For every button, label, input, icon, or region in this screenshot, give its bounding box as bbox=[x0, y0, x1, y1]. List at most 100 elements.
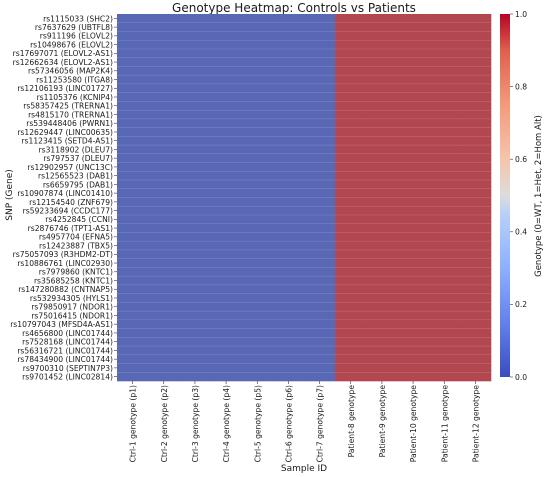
heatmap-cell bbox=[335, 48, 367, 58]
x-tick-label: Ctrl-7 genotype (p7) bbox=[316, 385, 325, 462]
heatmap-cell bbox=[335, 14, 367, 24]
heatmap-cell bbox=[210, 197, 242, 207]
heatmap-cell bbox=[117, 354, 149, 364]
heatmap-cell bbox=[210, 337, 242, 347]
heatmap-cell bbox=[335, 188, 367, 198]
heatmap-cell bbox=[210, 136, 242, 146]
y-tick-label: rs911196 (ELOVL2) bbox=[40, 32, 113, 41]
heatmap-cell bbox=[428, 346, 461, 356]
y-tick-label: rs1105376 (KCNIP4) bbox=[37, 93, 113, 102]
heatmap-cell bbox=[335, 284, 367, 294]
heatmap-cell bbox=[304, 284, 336, 294]
heatmap-cell bbox=[304, 372, 336, 382]
heatmap-cell bbox=[459, 110, 492, 120]
heatmap-cell bbox=[117, 171, 149, 181]
heatmap-cell bbox=[272, 118, 305, 128]
x-tick-label: Ctrl-3 genotype (p3) bbox=[191, 385, 200, 462]
heatmap-cell bbox=[148, 48, 180, 58]
heatmap-cell bbox=[459, 118, 492, 128]
heatmap-cell bbox=[335, 232, 367, 242]
heatmap-cell bbox=[179, 311, 211, 321]
heatmap-cell bbox=[148, 232, 180, 242]
heatmap-cell bbox=[304, 293, 336, 303]
heatmap-cell bbox=[366, 83, 398, 93]
heatmap-cell bbox=[117, 319, 149, 329]
heatmap-cell bbox=[117, 293, 149, 303]
heatmap-cell bbox=[366, 284, 398, 294]
heatmap-cell bbox=[304, 328, 336, 338]
heatmap-cell bbox=[459, 214, 492, 225]
heatmap-cell bbox=[148, 363, 180, 373]
heatmap-cell bbox=[366, 145, 398, 155]
heatmap-cell bbox=[272, 48, 305, 58]
heatmap-cell bbox=[148, 162, 180, 172]
heatmap-cell bbox=[397, 14, 429, 24]
heatmap-cell bbox=[397, 284, 429, 294]
heatmap-cell bbox=[366, 136, 398, 146]
heatmap-cell bbox=[459, 354, 492, 364]
heatmap-cell bbox=[304, 92, 336, 102]
heatmap-cell bbox=[241, 75, 274, 85]
heatmap-cell bbox=[304, 363, 336, 373]
heatmap-cell bbox=[459, 75, 492, 85]
heatmap-cell bbox=[117, 267, 149, 277]
heatmap-cell bbox=[210, 293, 242, 303]
heatmap-cell bbox=[148, 110, 180, 120]
y-tick-label: rs17697071 (ELOVL2-AS1) bbox=[13, 49, 113, 58]
heatmap-cell bbox=[241, 319, 274, 329]
heatmap-cell bbox=[366, 180, 398, 190]
heatmap-cell bbox=[272, 337, 305, 347]
heatmap-cell bbox=[210, 110, 242, 120]
x-tick-label: Patient-8 genotype bbox=[347, 385, 356, 458]
heatmap-cell bbox=[272, 110, 305, 120]
heatmap-cell bbox=[210, 241, 242, 251]
heatmap-cell bbox=[304, 258, 336, 268]
heatmap-cell bbox=[428, 214, 461, 225]
heatmap-cell bbox=[366, 92, 398, 102]
heatmap-cell bbox=[397, 75, 429, 85]
heatmap-cell bbox=[117, 136, 149, 146]
heatmap-cell bbox=[366, 188, 398, 198]
heatmap-cell bbox=[428, 162, 461, 172]
heatmap-cell bbox=[179, 48, 211, 58]
heatmap-cell bbox=[210, 127, 242, 137]
heatmap-cell bbox=[397, 92, 429, 102]
heatmap-cell bbox=[210, 118, 242, 128]
heatmap-cell bbox=[272, 328, 305, 338]
heatmap-cell bbox=[179, 337, 211, 347]
heatmap-cell bbox=[210, 302, 242, 312]
y-tick-label: rs1123415 (SETD4-AS1) bbox=[21, 137, 113, 146]
heatmap-cell bbox=[272, 83, 305, 93]
heatmap-cell bbox=[210, 40, 242, 50]
heatmap-cell bbox=[397, 293, 429, 303]
heatmap-cell bbox=[304, 75, 336, 85]
heatmap-cell bbox=[272, 171, 305, 181]
heatmap-cell bbox=[210, 83, 242, 93]
heatmap-cell bbox=[148, 267, 180, 277]
heatmap-cell bbox=[241, 241, 274, 251]
heatmap-cell bbox=[272, 180, 305, 190]
heatmap-cell bbox=[117, 40, 149, 50]
heatmap-cell bbox=[179, 232, 211, 242]
heatmap-cell bbox=[335, 57, 367, 67]
heatmap-cell bbox=[117, 337, 149, 347]
heatmap-cell bbox=[117, 363, 149, 373]
heatmap-cell bbox=[366, 267, 398, 277]
heatmap-cell bbox=[179, 83, 211, 93]
heatmap-cell bbox=[335, 276, 367, 286]
heatmap-cell bbox=[428, 197, 461, 207]
heatmap-cell bbox=[179, 14, 211, 24]
heatmap-cell bbox=[179, 206, 211, 216]
heatmap-cell bbox=[117, 249, 149, 259]
x-tick-label: Patient-11 genotype bbox=[440, 385, 449, 463]
heatmap-cell bbox=[459, 249, 492, 259]
heatmap-cell bbox=[397, 276, 429, 286]
heatmap-cell bbox=[428, 66, 461, 76]
heatmap-cell bbox=[459, 363, 492, 373]
heatmap-cell bbox=[366, 153, 398, 163]
heatmap-cell bbox=[117, 14, 149, 24]
heatmap-cell bbox=[117, 48, 149, 58]
heatmap-cell bbox=[304, 101, 336, 111]
heatmap-cell bbox=[366, 110, 398, 120]
heatmap-cell bbox=[148, 171, 180, 181]
